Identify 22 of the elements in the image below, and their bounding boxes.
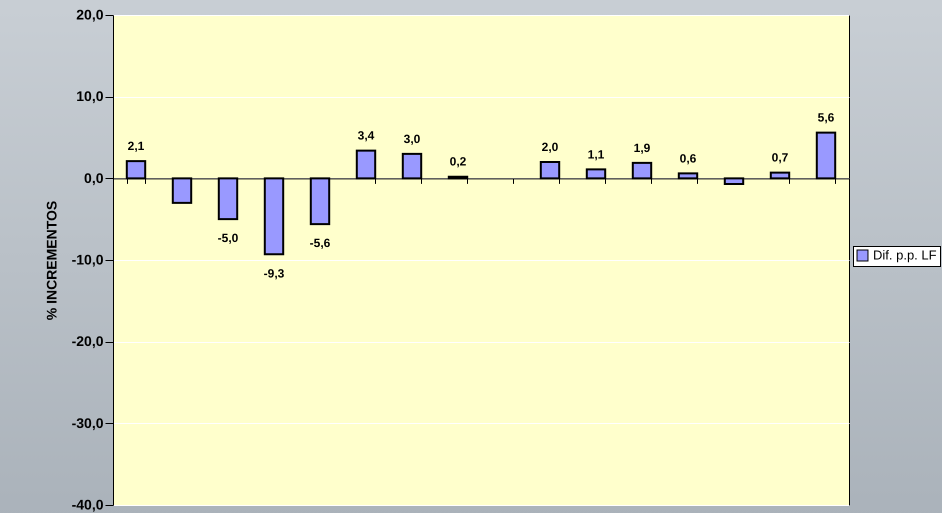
y-tick-label: 0,0 (84, 170, 104, 186)
y-tick-label: -30,0 (72, 414, 104, 431)
data-label: 3,0 (404, 132, 421, 146)
y-tick-label: 10,0 (76, 88, 104, 104)
data-label: 1,1 (588, 147, 605, 162)
data-label: 0,7 (772, 150, 789, 165)
y-tick-label: -20,0 (72, 333, 104, 350)
data-label: 3,4 (358, 128, 375, 143)
data-label: -9,3 (264, 266, 285, 280)
data-label: 2,1 (128, 139, 145, 154)
data-label: -5,6 (310, 236, 331, 250)
legend-label: Dif. p.p. LF (873, 248, 937, 262)
data-label: 0,6 (680, 151, 697, 166)
data-label: 5,6 (818, 110, 835, 125)
data-label: -5,0 (218, 231, 239, 246)
data-label: 0,2 (450, 154, 467, 169)
y-tick-label: -40,0 (72, 496, 104, 512)
y-tick-label: -10,0 (72, 252, 104, 268)
data-label: 1,9 (634, 140, 651, 155)
y-axis-title: % INCREMENTOS (44, 200, 60, 320)
y-tick-label: 20,0 (76, 6, 104, 22)
data-label: 2,0 (542, 140, 559, 154)
